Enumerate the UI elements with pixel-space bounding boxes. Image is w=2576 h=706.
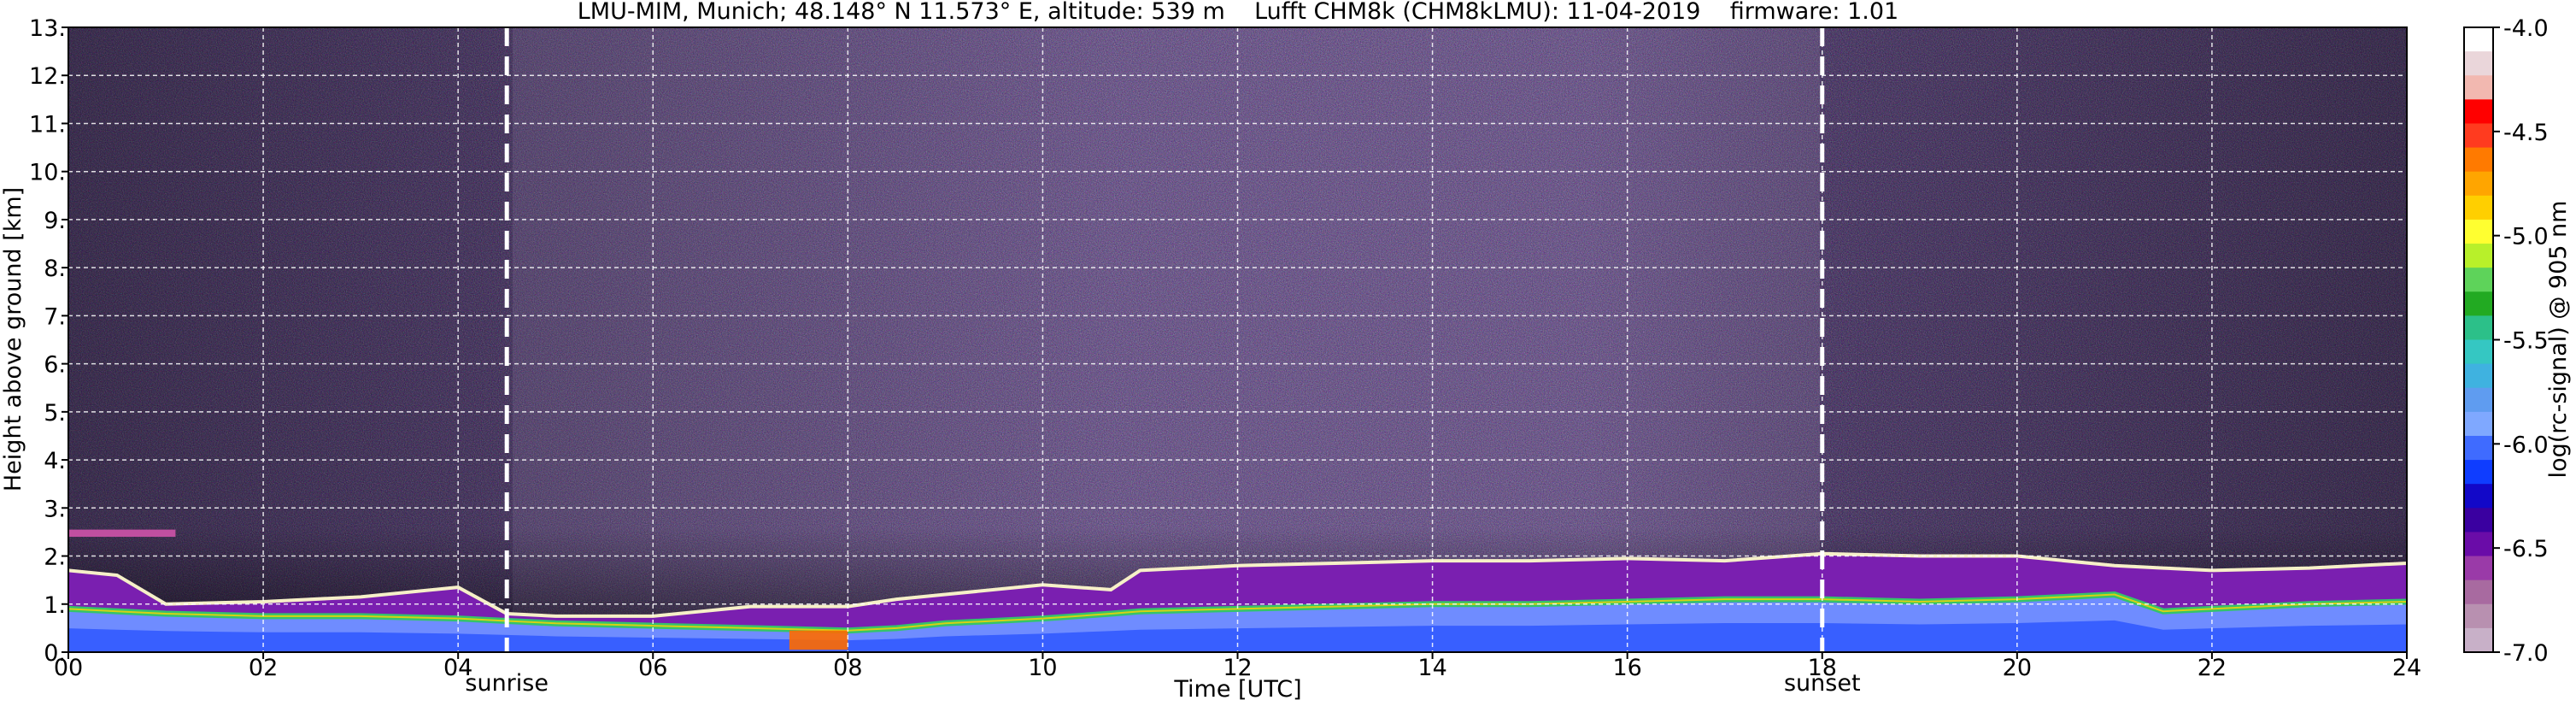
x-axis: 00 02 04 06 08 10 12 14 16 18 20 22 24 bbox=[54, 652, 2421, 681]
y-tick-label: 4. bbox=[44, 448, 66, 474]
colorbar-tick-label: -6.5 bbox=[2503, 536, 2549, 562]
colorbar-segment bbox=[2464, 435, 2493, 461]
x-tick-label: 06 bbox=[638, 655, 667, 681]
y-tick-label: 5. bbox=[44, 400, 66, 427]
y-tick-label: 7. bbox=[44, 303, 66, 330]
colorbar-tick-label: -5.0 bbox=[2503, 224, 2549, 250]
y-tick-label: 2. bbox=[44, 544, 66, 571]
y-axis-label: Height above ground [km] bbox=[0, 187, 26, 491]
residual-layer-top-line bbox=[68, 551, 2407, 618]
colorbar-tick-label: -4.5 bbox=[2503, 120, 2549, 146]
colorbar-segment bbox=[2464, 556, 2493, 581]
colorbar-segment bbox=[2464, 171, 2493, 197]
colorbar-segment bbox=[2464, 27, 2493, 52]
colorbar-tick-label: -7.0 bbox=[2503, 640, 2549, 667]
y-tick-label: 3. bbox=[44, 496, 66, 522]
colorbar-segment bbox=[2464, 315, 2493, 341]
colorbar-segment bbox=[2464, 99, 2493, 125]
y-tick-label: 13. bbox=[29, 15, 66, 42]
colorbar-tick-label: -4.0 bbox=[2503, 15, 2549, 42]
x-tick-label: 18 bbox=[1808, 655, 1837, 681]
x-tick-label: 08 bbox=[833, 655, 862, 681]
y-tick-label: 1. bbox=[44, 592, 66, 619]
colorbar-segment bbox=[2464, 484, 2493, 509]
plot-area bbox=[68, 27, 2407, 652]
event-label-sunset: sunset bbox=[1784, 670, 1861, 697]
event-markers bbox=[504, 27, 1825, 652]
y-tick-label: 0. bbox=[44, 640, 66, 667]
colorbar-segment bbox=[2464, 532, 2493, 557]
y-tick-label: 6. bbox=[44, 352, 66, 379]
x-tick-label: 14 bbox=[1417, 655, 1446, 681]
x-tick-label: 24 bbox=[2392, 655, 2421, 681]
event-label-sunrise: sunrise bbox=[465, 670, 549, 697]
colorbar-segment bbox=[2464, 195, 2493, 221]
colorbar-segment bbox=[2464, 460, 2493, 485]
x-tick-label: 10 bbox=[1028, 655, 1057, 681]
x-tick-label: 12 bbox=[1223, 655, 1252, 681]
x-tick-label: 04 bbox=[443, 655, 472, 681]
event-labels: sunrise sunset bbox=[465, 670, 1860, 697]
colorbar-segment bbox=[2464, 291, 2493, 316]
colorbar-label: log(rc-signal) @ 905 nm bbox=[2545, 201, 2572, 479]
y-tick-label: 8. bbox=[44, 256, 66, 282]
colorbar-segment bbox=[2464, 339, 2493, 365]
x-axis-label: Time [UTC] bbox=[1173, 676, 1301, 703]
y-tick-label: 9. bbox=[44, 208, 66, 234]
x-tick-label: 16 bbox=[1612, 655, 1641, 681]
x-tick-label: 00 bbox=[54, 655, 83, 681]
x-tick-label: 02 bbox=[249, 655, 278, 681]
y-tick-label: 11. bbox=[29, 111, 66, 138]
colorbar-segment bbox=[2464, 387, 2493, 413]
chart-title: LMU-MIM, Munich; 48.148° N 11.573° E, al… bbox=[578, 0, 1898, 25]
colorbar-segment bbox=[2464, 123, 2493, 149]
colorbar-segment bbox=[2464, 603, 2493, 629]
elevated-aerosol-layer bbox=[68, 529, 176, 538]
y-tick-label: 10. bbox=[29, 160, 66, 186]
colorbar-segment bbox=[2464, 268, 2493, 292]
colorbar bbox=[2464, 27, 2493, 653]
colorbar-segment bbox=[2464, 147, 2493, 173]
colorbar-tick-label: -5.5 bbox=[2503, 328, 2549, 355]
y-tick-label: 12. bbox=[29, 63, 66, 90]
grid bbox=[68, 27, 2407, 652]
colorbar-segment bbox=[2464, 627, 2493, 653]
colorbar-segment bbox=[2464, 75, 2493, 100]
colorbar-segment bbox=[2464, 508, 2493, 533]
colorbar-tick-label: -6.0 bbox=[2503, 432, 2549, 458]
colorbar-ticks: -4.0 -4.5 -5.0 -5.5 -6.0 -6.5 -7.0 bbox=[2493, 15, 2549, 667]
colorbar-segment bbox=[2464, 580, 2493, 605]
colorbar-segment bbox=[2464, 244, 2493, 268]
x-tick-label: 22 bbox=[2198, 655, 2227, 681]
mixing-layer-highlight bbox=[68, 593, 2407, 632]
colorbar-segment bbox=[2464, 411, 2493, 437]
colorbar-segment bbox=[2464, 363, 2493, 389]
y-axis: 0. 1. 2. 3. 4. 5. 6. 7. 8. 9. 10. 11. 12. 13. bbox=[29, 15, 68, 667]
x-tick-label: 20 bbox=[2003, 655, 2032, 681]
colorbar-segment bbox=[2464, 219, 2493, 244]
colorbar-segment bbox=[2464, 51, 2493, 76]
strong-backscatter-patch bbox=[789, 630, 848, 650]
